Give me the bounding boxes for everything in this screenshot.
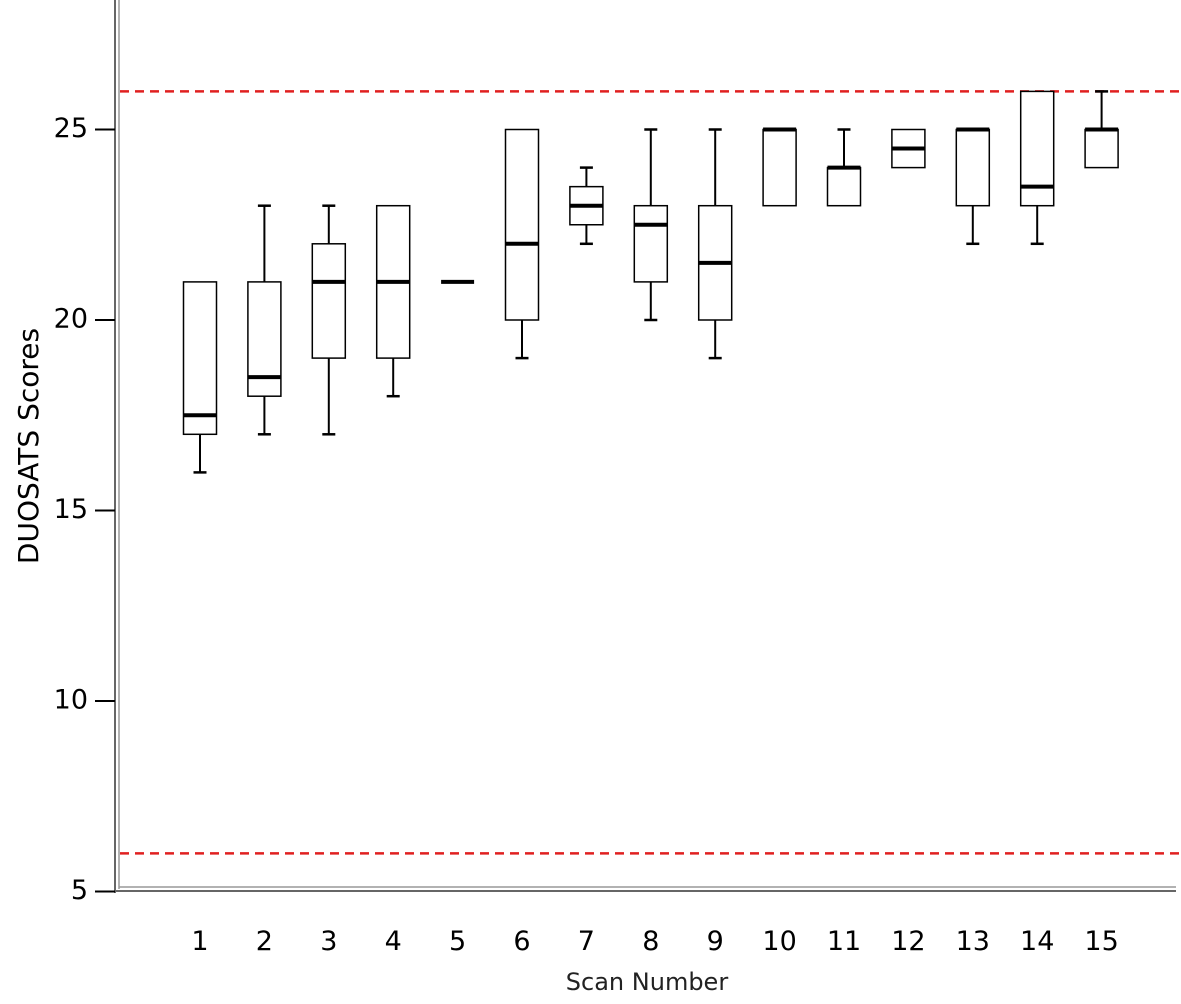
x-tick-label-1: 1: [191, 926, 208, 957]
x-tick-label-14: 14: [1020, 926, 1054, 957]
x-tick-label-2: 2: [256, 926, 273, 957]
y-ticks: 5 10 15 20 25: [54, 113, 115, 906]
box-8: [633, 128, 669, 322]
x-tick-label-7: 7: [578, 926, 595, 957]
axes: [114, 0, 1176, 893]
box-15: [1084, 90, 1119, 169]
box-3: [311, 204, 347, 436]
y-tick-label-5: 5: [71, 875, 88, 906]
box-4: [375, 204, 411, 398]
x-tick-label-13: 13: [956, 926, 990, 957]
x-tick-label-9: 9: [707, 926, 724, 957]
x-tick-label-6: 6: [513, 926, 530, 957]
y-axis-title: DUOSATS Scores: [12, 328, 45, 564]
box-13: [955, 127, 991, 246]
x-tick-label-10: 10: [762, 926, 796, 957]
box-12: [891, 128, 926, 169]
x-tick-label-8: 8: [642, 926, 659, 957]
x-tick-label-3: 3: [320, 926, 337, 957]
box-2: [247, 204, 282, 436]
box-rect: [826, 166, 862, 207]
box-plots: [182, 90, 1119, 474]
box-1: [182, 281, 218, 474]
y-tick-label-25: 25: [54, 113, 88, 144]
box-11: [826, 128, 862, 207]
box-rect: [633, 204, 669, 283]
y-tick-label-20: 20: [54, 304, 88, 335]
x-ticks: 1 2 3 4 5 6 7 8 9 10 11 12 13 14 15: [191, 926, 1118, 957]
box-6: [504, 128, 540, 360]
x-tick-label-5: 5: [449, 926, 466, 957]
box-rect: [504, 128, 540, 321]
y-tick-label-10: 10: [54, 685, 88, 716]
box-rect: [955, 128, 991, 207]
box-14: [1019, 90, 1055, 246]
box-9: [697, 128, 733, 360]
box-rect: [1084, 128, 1119, 169]
box-rect: [311, 243, 347, 359]
box-10: [762, 127, 797, 207]
x-axis-title: Scan Number: [566, 968, 729, 996]
x-tick-label-11: 11: [827, 926, 861, 957]
x-tick-label-4: 4: [385, 926, 402, 957]
box-7: [569, 166, 604, 246]
box-rect: [182, 281, 218, 436]
x-tick-label-15: 15: [1084, 926, 1118, 957]
reference-lines: [120, 90, 1181, 855]
box-rect: [762, 128, 797, 207]
y-tick-label-15: 15: [54, 494, 88, 525]
x-tick-label-12: 12: [891, 926, 925, 957]
